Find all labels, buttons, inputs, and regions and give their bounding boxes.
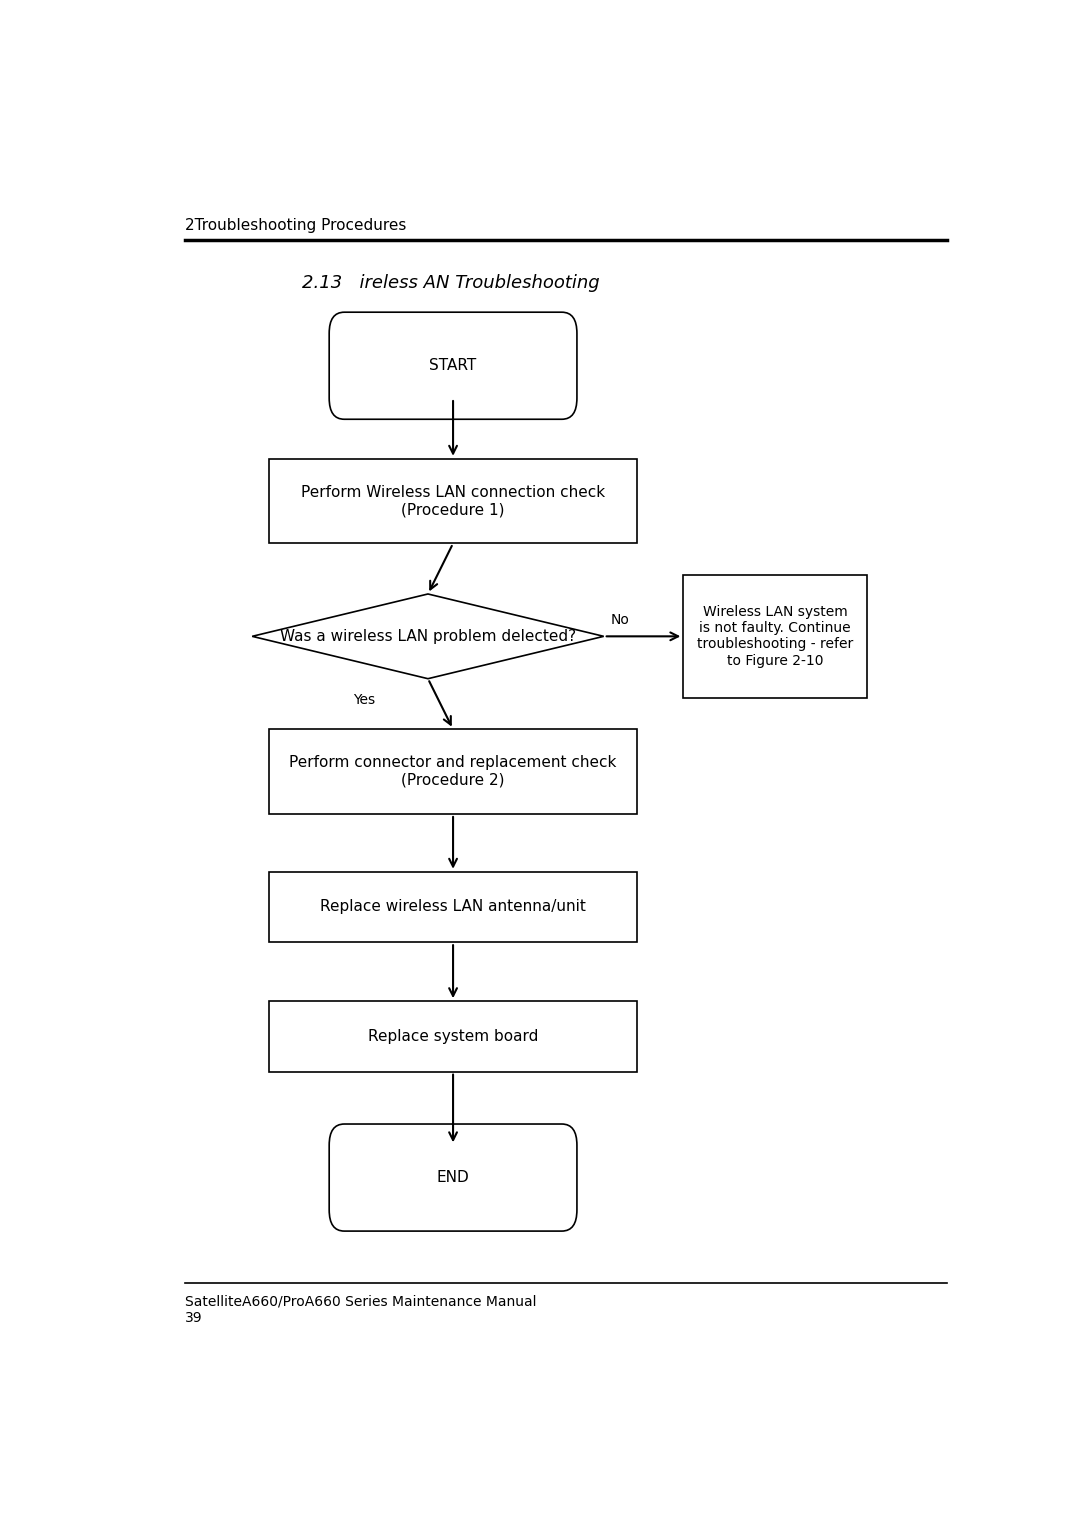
- Bar: [684, 575, 867, 698]
- Text: Was a wireless LAN problem delected?: Was a wireless LAN problem delected?: [280, 630, 576, 643]
- FancyBboxPatch shape: [329, 312, 577, 419]
- Text: Perform Wireless LAN connection check
(Procedure 1): Perform Wireless LAN connection check (P…: [301, 484, 605, 518]
- Text: Yes: Yes: [352, 692, 375, 707]
- Text: 2Troubleshooting Procedures: 2Troubleshooting Procedures: [186, 219, 406, 232]
- Bar: [269, 729, 637, 814]
- Text: Replace system board: Replace system board: [368, 1028, 538, 1044]
- Text: END: END: [436, 1170, 470, 1186]
- Bar: [269, 458, 637, 544]
- Bar: [269, 1001, 637, 1071]
- Text: No: No: [610, 613, 630, 626]
- Text: Wireless LAN system
is not faulty. Continue
troubleshooting - refer
to Figure 2-: Wireless LAN system is not faulty. Conti…: [698, 605, 853, 668]
- FancyBboxPatch shape: [329, 1125, 577, 1232]
- Text: START: START: [430, 358, 476, 373]
- Text: Replace wireless LAN antenna/unit: Replace wireless LAN antenna/unit: [320, 900, 586, 914]
- Text: 39: 39: [186, 1311, 203, 1325]
- Polygon shape: [253, 594, 604, 678]
- Text: Perform connector and replacement check
(Procedure 2): Perform connector and replacement check …: [289, 755, 617, 788]
- Text: SatelliteA660/ProA660 Series Maintenance Manual: SatelliteA660/ProA660 Series Maintenance…: [186, 1294, 537, 1308]
- Text: 2.13   ireless AN Troubleshooting: 2.13 ireless AN Troubleshooting: [302, 275, 600, 292]
- Bar: [269, 871, 637, 943]
